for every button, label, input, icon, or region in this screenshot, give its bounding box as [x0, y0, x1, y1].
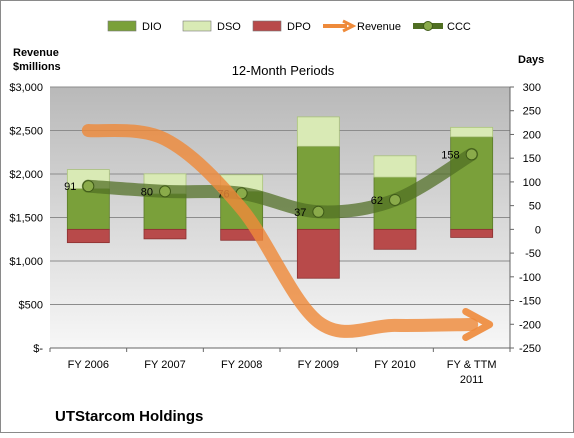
left-tick-label: $2,500 — [9, 126, 43, 138]
legend-swatch-revenue-arrow — [342, 19, 357, 33]
legend-swatch-dso — [182, 20, 212, 32]
legend-label-dio: DIO — [142, 21, 162, 33]
chart-title: 12-Month Periods — [232, 63, 335, 78]
left-tick-label: $500 — [19, 300, 43, 312]
right-tick-label: 200 — [523, 129, 541, 141]
x-tick-label: FY 2008 — [221, 359, 262, 371]
dpo-bar — [143, 228, 187, 240]
right-axis-label: Days — [518, 54, 544, 66]
left-tick-label: $1,000 — [9, 256, 43, 268]
ccc-point — [465, 148, 478, 161]
right-tick-label: 300 — [523, 82, 541, 94]
right-tick-label: 50 — [529, 201, 541, 213]
dio-bar — [143, 193, 187, 230]
dpo-bar — [373, 228, 417, 250]
ccc-data-label: 80 — [141, 186, 153, 198]
ccc-point — [82, 180, 95, 193]
dpo-bar — [450, 228, 494, 238]
right-tick-label: -100 — [519, 272, 541, 284]
ccc-point — [389, 193, 401, 206]
legend-swatch-dpo — [252, 20, 282, 32]
dso-bar — [373, 155, 417, 178]
x-tick-label: FY 2010 — [374, 359, 415, 371]
ccc-point — [312, 205, 325, 218]
right-tick-label: -150 — [519, 296, 541, 308]
ccc-data-label: 62 — [371, 195, 383, 207]
legend-swatch-dio — [107, 20, 137, 32]
right-tick-label: 150 — [523, 153, 541, 165]
revenue-arrowhead — [462, 308, 494, 342]
left-tick-label: $1,500 — [9, 213, 43, 225]
right-tick-label: -50 — [525, 248, 541, 260]
ccc-data-label: 91 — [64, 181, 76, 193]
ccc-data-label: 37 — [294, 207, 306, 219]
right-tick-label: -250 — [519, 343, 541, 355]
left-tick-label: $3,000 — [9, 82, 43, 94]
dio-bar — [66, 188, 110, 230]
left-axis: $- $500 $1,000 $1,500 $2,000 $2,500 $3,000 — [9, 82, 43, 355]
dpo-bar — [296, 228, 340, 279]
left-axis-label-line1: Revenue — [13, 47, 59, 59]
x-axis: FY 2006 FY 2007 FY 2008 FY 2009 FY 2010 FY & … — [49, 347, 511, 386]
x-tick-label: FY 2009 — [298, 359, 339, 371]
x-tick-label: FY 2006 — [68, 359, 109, 371]
left-axis-label-line2: $millions — [13, 61, 61, 73]
dso-bar — [296, 116, 340, 147]
company-name: UTStarcom Holdings — [55, 408, 203, 425]
left-tick-label: $- — [33, 343, 43, 355]
legend-label-dso: DSO — [217, 21, 241, 33]
legend-label-ccc: CCC — [447, 21, 471, 33]
right-axis: 300 250 200 150 100 50 0 -50 -100 -150 -200 -250 — [509, 82, 541, 355]
ccc-data-label: 158 — [441, 149, 459, 161]
dso-bar — [450, 126, 494, 138]
dpo-bar — [66, 228, 110, 244]
x-tick-label: FY & TTM 2011 — [447, 359, 497, 386]
legend-swatch-ccc-marker — [423, 21, 433, 31]
right-tick-label: 0 — [535, 224, 541, 236]
revenue-line — [81, 123, 479, 338]
right-tick-label: 250 — [523, 106, 541, 118]
legend-label-dpo: DPO — [287, 21, 311, 33]
right-tick-label: 100 — [523, 177, 541, 189]
right-tick-label: -200 — [519, 319, 541, 331]
x-tick-label: FY 2007 — [144, 359, 185, 371]
legend: DIO DSO DPO Revenue CCC — [107, 19, 471, 33]
ccc-point — [159, 185, 171, 198]
left-tick-label: $2,000 — [9, 169, 43, 181]
legend-label-revenue: Revenue — [357, 21, 401, 33]
